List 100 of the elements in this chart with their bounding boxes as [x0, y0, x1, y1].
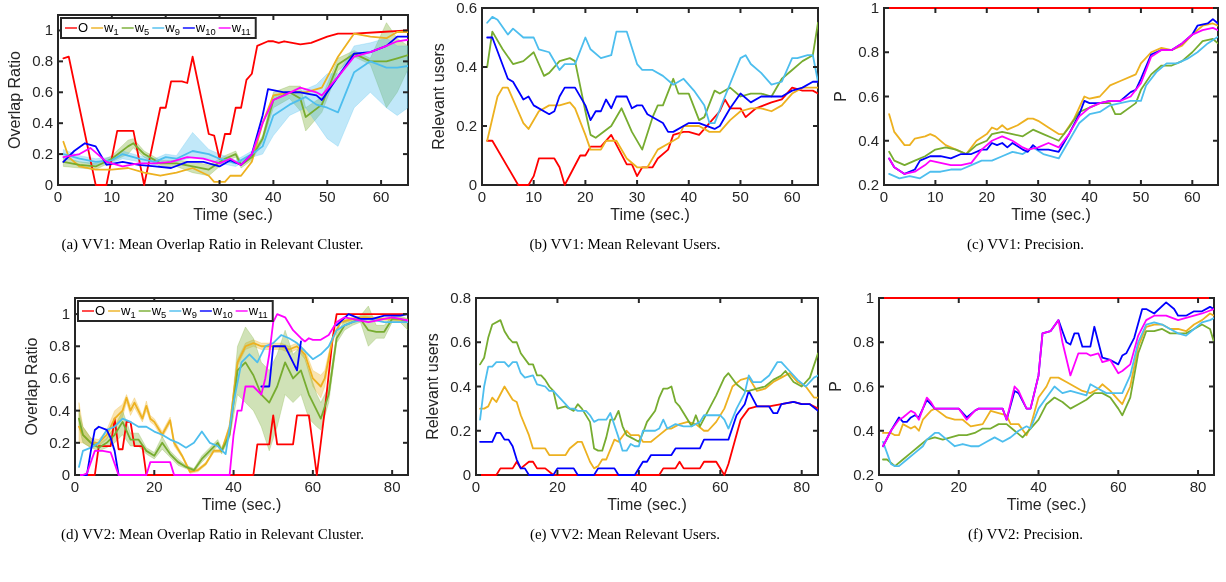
y-tick-label: 1 [870, 0, 879, 16]
y-tick-label: 0 [44, 176, 53, 193]
x-tick-label: 20 [978, 188, 996, 205]
line-series [479, 372, 818, 470]
legend-label: O [95, 303, 106, 318]
line-series [486, 15, 818, 124]
x-tick-label: 20 [145, 478, 163, 495]
y-tick-label: 0.6 [32, 83, 53, 101]
line-series [486, 86, 818, 169]
line-series [479, 361, 818, 452]
y-tick-label: 1 [61, 305, 70, 323]
y-tick-label: 0.8 [32, 52, 53, 70]
y-tick-label: 0.4 [853, 421, 874, 439]
y-tick-label: 0 [462, 466, 471, 483]
legend-label: w$_{9}$ [181, 303, 197, 320]
line-series [888, 22, 1218, 155]
y-axis-title: P [827, 381, 844, 392]
x-tick-label: 80 [383, 478, 401, 495]
x-tick-label: 80 [793, 478, 811, 495]
x-tick-label: 40 [1030, 478, 1047, 495]
x-tick-label: 60 [711, 478, 729, 495]
x-tick-label: 40 [265, 188, 282, 205]
y-axis-title: Relevant users [424, 333, 441, 440]
legend-label: w$_{11}$ [230, 20, 251, 37]
x-tick-label: 10 [525, 188, 543, 205]
x-axis-title: Time (sec.) [1006, 496, 1087, 513]
y-tick-label: 0.6 [450, 333, 471, 351]
legend-label: w$_{9}$ [164, 20, 180, 37]
y-axis-title: P [832, 91, 849, 102]
x-tick-label: 30 [628, 188, 646, 205]
y-axis-title: Relevant users [430, 43, 447, 150]
legend-label: O [78, 20, 89, 35]
x-axis-title: Time (sec.) [607, 496, 687, 513]
line-series [486, 21, 818, 151]
y-tick-label: 1 [44, 21, 53, 39]
x-tick-label: 60 [783, 188, 801, 205]
x-tick-label: 20 [549, 478, 566, 495]
x-tick-label: 20 [157, 188, 175, 205]
x-tick-label: 50 [1132, 188, 1150, 205]
x-tick-label: 40 [630, 478, 648, 495]
y-tick-label: 0.2 [49, 433, 70, 451]
y-tick-label: 0.4 [858, 131, 879, 149]
y-tick-label: 0.6 [858, 87, 879, 105]
x-tick-label: 40 [225, 478, 242, 495]
y-tick-label: 0.6 [49, 369, 70, 387]
x-tick-label: 80 [1189, 478, 1207, 495]
y-tick-label: 0.8 [858, 43, 879, 61]
y-tick-label: 0.4 [456, 58, 477, 75]
y-tick-label: 0.8 [853, 333, 874, 351]
line-series [486, 86, 818, 186]
x-tick-label: 30 [1029, 188, 1047, 205]
x-tick-label: 60 [304, 478, 322, 495]
y-tick-label: 0.4 [49, 401, 70, 419]
legend-label: w$_{1}$ [103, 20, 119, 37]
legend-label: w$_{1}$ [120, 303, 136, 320]
legend-label: w$_{11}$ [247, 303, 268, 320]
y-tick-label: 0.2 [450, 421, 471, 439]
legend-label: w$_{5}$ [150, 303, 167, 320]
line-series [479, 319, 818, 452]
y-axis-title: Overlap Ratio [6, 50, 23, 149]
y-tick-label: 0.4 [32, 114, 53, 132]
y-tick-label: 0.2 [858, 176, 879, 193]
x-tick-label: 60 [372, 188, 390, 205]
text: (b) VV1: Mean Relevant Users. [529, 236, 721, 253]
y-tick-label: 0.2 [32, 145, 53, 163]
text: (f) VV2: Precision. [967, 526, 1084, 543]
x-tick-label: 50 [318, 188, 336, 205]
x-axis-title: Time (sec.) [1011, 206, 1091, 223]
y-axis-title: Overlap Ratio [23, 337, 40, 436]
legend-label: w$_{5}$ [133, 20, 150, 37]
x-tick-label: 10 [927, 188, 944, 205]
x-tick-label: 20 [577, 188, 594, 205]
x-tick-label: 20 [950, 478, 968, 495]
text: (d) VV2: Mean Overlap Ratio in Relevant Cluster. [61, 526, 364, 543]
y-tick-label: 0.6 [456, 0, 477, 16]
y-tick-label: 0 [468, 176, 477, 193]
x-tick-label: 30 [211, 188, 228, 205]
x-axis-title: Time (sec.) [201, 496, 282, 513]
text: (e) VV2: Mean Relevant Users. [529, 526, 721, 543]
legend-label: w$_{10}$ [211, 303, 233, 320]
text: (c) VV1: Precision. [967, 236, 1084, 253]
y-tick-label: 1 [865, 289, 874, 306]
x-tick-label: 60 [1183, 188, 1201, 205]
legend-label: w$_{10}$ [194, 20, 216, 37]
y-tick-label: 0.2 [456, 117, 477, 134]
x-axis-title: Time (sec.) [610, 206, 690, 223]
y-tick-label: 0.8 [49, 337, 70, 355]
y-tick-label: 0.6 [853, 377, 874, 395]
x-tick-label: 40 [1081, 188, 1098, 205]
x-tick-label: 40 [680, 188, 698, 205]
y-tick-label: 0.4 [450, 377, 471, 395]
text: (a) VV1: Mean Overlap Ratio in Relevant Cluster. [61, 236, 364, 253]
x-tick-label: 10 [103, 188, 121, 205]
y-tick-label: 0.8 [450, 289, 471, 306]
x-tick-label: 60 [1109, 478, 1127, 495]
x-tick-label: 50 [732, 188, 749, 205]
y-tick-label: 0 [61, 466, 70, 483]
x-axis-title: Time (sec.) [193, 206, 273, 223]
line-series [486, 36, 818, 133]
y-tick-label: 0.2 [853, 466, 874, 483]
